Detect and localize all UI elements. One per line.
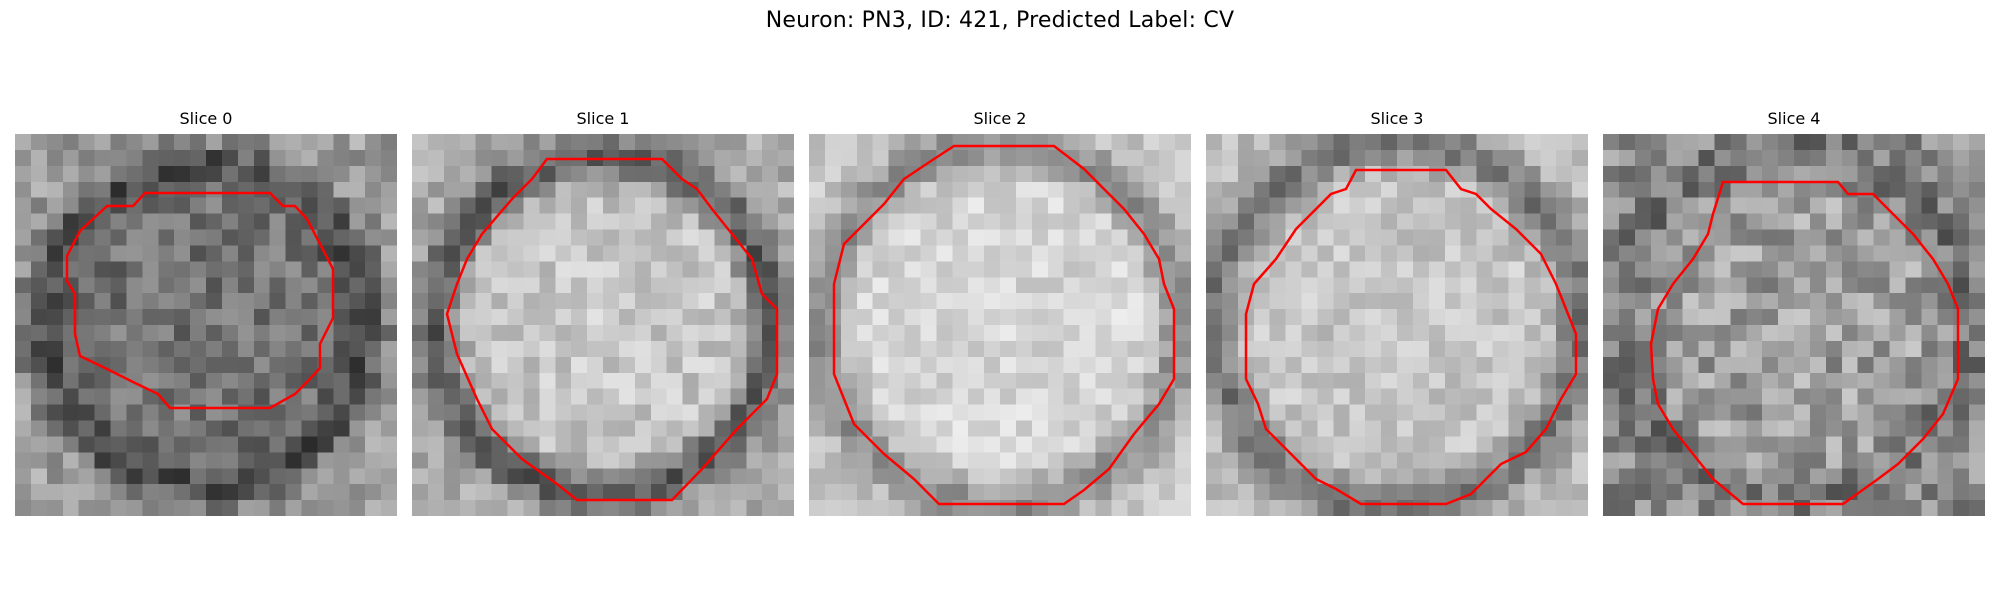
slice-title-4: Slice 4 (1767, 109, 1821, 128)
slice-panel-2: Slice 2 (809, 108, 1191, 516)
slice-title-3: Slice 3 (1370, 109, 1424, 128)
roi-contour-0 (65, 191, 335, 410)
roi-contour-2 (832, 144, 1176, 506)
pixel-grid-3 (1206, 134, 1588, 516)
slice-image-3 (1206, 134, 1588, 516)
slice-panel-0: Slice 0 (15, 108, 397, 516)
slice-panel-4: Slice 4 (1603, 108, 1985, 516)
roi-contour-3 (1244, 168, 1578, 506)
slice-title-1: Slice 1 (576, 109, 630, 128)
roi-contour-4 (1649, 180, 1960, 506)
slice-image-0 (15, 134, 397, 516)
pixel-grid-2 (809, 134, 1191, 516)
slice-panel-1: Slice 1 (412, 108, 794, 516)
slice-image-2 (809, 134, 1191, 516)
slice-title-0: Slice 0 (179, 109, 233, 128)
slice-panel-3: Slice 3 (1206, 108, 1588, 516)
slice-image-4 (1603, 134, 1985, 516)
slice-title-2: Slice 2 (973, 109, 1027, 128)
pixel-grid-0 (15, 134, 397, 516)
pixel-grid-4 (1603, 134, 1985, 516)
figure-title: Neuron: PN3, ID: 421, Predicted Label: C… (765, 8, 1235, 33)
slice-image-1 (412, 134, 794, 516)
roi-contour-1 (445, 157, 779, 502)
pixel-grid-1 (412, 134, 794, 516)
